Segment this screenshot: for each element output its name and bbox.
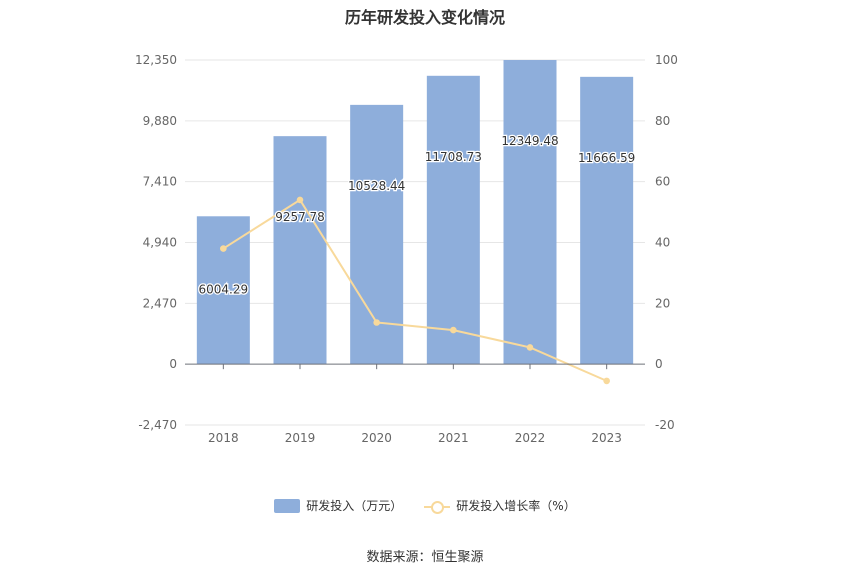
left-axis: 12,350 9,880 7,410 4,940 2,470 0 -2,470 <box>135 53 177 432</box>
legend-item-line[interactable]: 研发投入增长率（%） <box>424 497 576 514</box>
bar-value-label: 11666.59 <box>578 151 635 165</box>
growth-line <box>222 198 608 382</box>
bar <box>503 60 557 365</box>
growth-point <box>603 377 610 385</box>
y-right-tick-label: 40 <box>655 236 670 250</box>
line-series <box>220 196 610 385</box>
bar <box>426 75 480 365</box>
legend-line-label: 研发投入增长率（%） <box>456 499 576 513</box>
y-left-tick-label: 2,470 <box>143 296 177 310</box>
growth-point <box>450 326 457 334</box>
data-labels: 6004.29 9257.78 10528.44 11708.73 12349.48 11… <box>197 133 636 298</box>
y-left-tick-label: 7,410 <box>143 175 177 189</box>
y-right-tick-label: 20 <box>655 296 670 310</box>
data-source: 数据来源：恒生聚源 <box>366 550 484 565</box>
growth-point <box>220 245 227 252</box>
y-right-tick-label: 0 <box>655 357 663 371</box>
y-left-tick-label: 0 <box>169 357 177 371</box>
legend-bar-swatch <box>274 498 301 513</box>
bar <box>273 136 327 365</box>
legend: 研发投入（万元） 研发投入增长率（%） <box>0 497 850 514</box>
bar-value-label: 6004.29 <box>199 282 249 296</box>
bar <box>580 76 634 365</box>
bar-value-label: 12349.48 <box>501 134 558 148</box>
y-left-tick-label: 12,350 <box>135 53 177 67</box>
growth-point <box>296 196 304 204</box>
y-left-tick-label: 4,940 <box>143 236 177 250</box>
legend-bar-label: 研发投入（万元） <box>306 499 403 513</box>
bar-value-label: 10528.44 <box>348 179 405 193</box>
growth-point <box>526 344 534 351</box>
bar-value-label: 9257.78 <box>275 210 325 224</box>
x-axis: 2018 2019 2020 2021 2022 2023 <box>185 363 645 445</box>
chart-title: 历年研发投入变化情况 <box>344 8 505 27</box>
x-tick-label: 2023 <box>591 431 622 445</box>
x-tick-label: 2021 <box>438 431 469 445</box>
y-right-tick-label: 60 <box>655 175 670 189</box>
x-tick-label: 2020 <box>361 431 392 445</box>
y-left-tick-label: 9,880 <box>143 114 177 128</box>
y-right-tick-label: 80 <box>655 114 670 128</box>
grid-layer <box>185 59 645 426</box>
x-tick-label: 2018 <box>208 431 239 445</box>
x-tick-label: 2022 <box>515 431 546 445</box>
bar-series <box>196 60 634 365</box>
growth-point <box>373 319 380 326</box>
y-right-tick-label: 100 <box>655 53 678 67</box>
bar <box>196 216 250 365</box>
right-axis: 100 80 60 40 20 0 -20 <box>655 53 678 432</box>
y-right-tick-label: -20 <box>655 418 675 432</box>
chart-plot: 12,350 9,880 7,410 4,940 2,470 0 -2,470 100 80 6… <box>135 53 678 445</box>
bar-value-label: 11708.73 <box>425 150 482 164</box>
y-left-tick-label: -2,470 <box>138 418 177 432</box>
legend-item-bar[interactable]: 研发投入（万元） <box>274 497 402 514</box>
legend-line-swatch <box>424 499 451 514</box>
x-tick-label: 2019 <box>285 431 316 445</box>
